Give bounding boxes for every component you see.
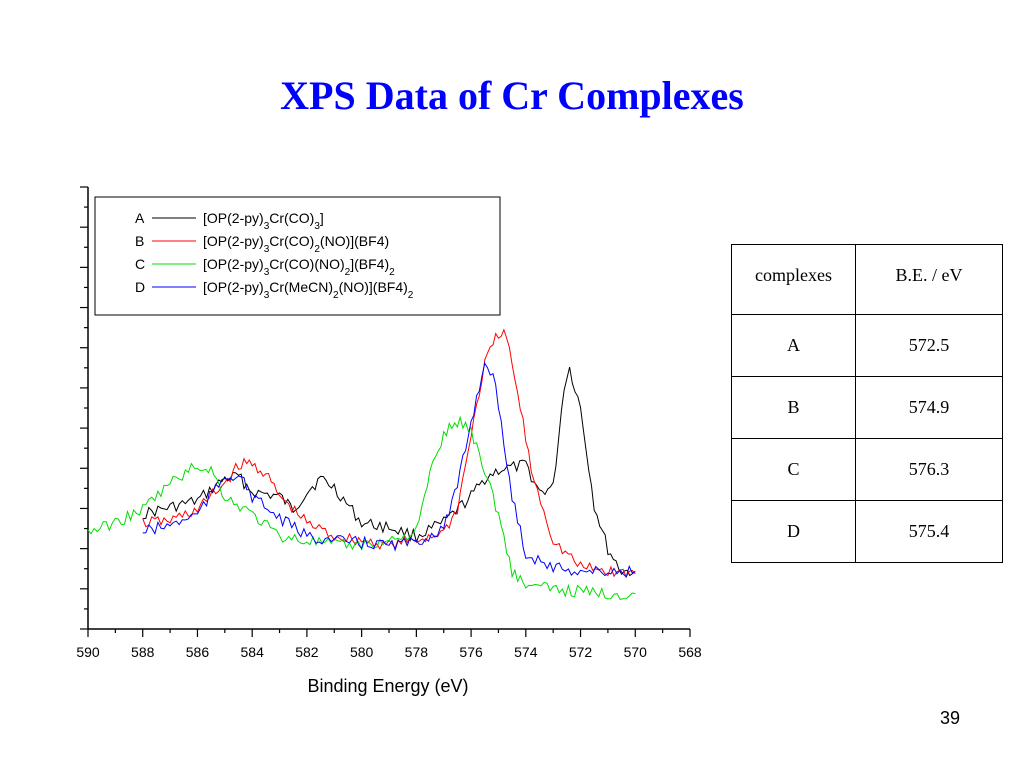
table-header-row: complexes B.E. / eV bbox=[731, 244, 1003, 315]
x-tick-label: 590 bbox=[76, 644, 100, 660]
x-tick-label: 586 bbox=[186, 644, 210, 660]
table-cell-complex: C bbox=[731, 438, 856, 501]
table-cell-be: 575.4 bbox=[855, 500, 1003, 563]
legend-letter: D bbox=[135, 279, 145, 295]
x-tick-label: 572 bbox=[569, 644, 593, 660]
legend-letter: A bbox=[135, 210, 145, 226]
x-tick-label: 578 bbox=[405, 644, 429, 660]
x-tick-label: 582 bbox=[295, 644, 319, 660]
table-cell-be: 574.9 bbox=[855, 376, 1003, 439]
series-line-d bbox=[142, 361, 636, 578]
chart-axes: 590 588 586 584 582 580 578 576 574 572 570 568 bbox=[76, 186, 702, 660]
x-tick-label: 574 bbox=[514, 644, 538, 660]
table-row: B 574.9 bbox=[731, 376, 1003, 439]
table-row: A 572.5 bbox=[731, 314, 1003, 377]
x-tick-label: 588 bbox=[131, 644, 155, 660]
series-layer bbox=[87, 328, 636, 600]
binding-energy-table: complexes B.E. / eV A 572.5 B 574.9 C 57… bbox=[731, 244, 1003, 563]
table-header-be: B.E. / eV bbox=[855, 244, 1003, 315]
x-tick-label: 580 bbox=[350, 644, 374, 660]
table-cell-be: 572.5 bbox=[855, 314, 1003, 377]
x-tick-label: 576 bbox=[459, 644, 483, 660]
x-tick-label: 584 bbox=[241, 644, 265, 660]
table-cell-complex: D bbox=[731, 500, 856, 563]
table-cell-be: 576.3 bbox=[855, 438, 1003, 501]
table-header-complexes: complexes bbox=[731, 244, 856, 315]
x-axis-label: Binding Energy (eV) bbox=[307, 676, 468, 696]
table-row: D 575.4 bbox=[731, 500, 1003, 563]
chart-legend: A [OP(2-py)3Cr(CO)3]B [OP(2-py)3Cr(CO)2(NO… bbox=[94, 196, 501, 316]
table-cell-complex: B bbox=[731, 376, 856, 439]
x-tick-label: 570 bbox=[624, 644, 648, 660]
table-cell-complex: A bbox=[731, 314, 856, 377]
page-title: XPS Data of Cr Complexes bbox=[280, 73, 744, 118]
legend-letter: C bbox=[135, 256, 145, 272]
page-number: 39 bbox=[940, 708, 961, 728]
table-row: C 576.3 bbox=[731, 438, 1003, 501]
legend-letter: B bbox=[135, 233, 144, 249]
series-line-a bbox=[142, 366, 636, 577]
x-tick-label: 568 bbox=[678, 644, 702, 660]
